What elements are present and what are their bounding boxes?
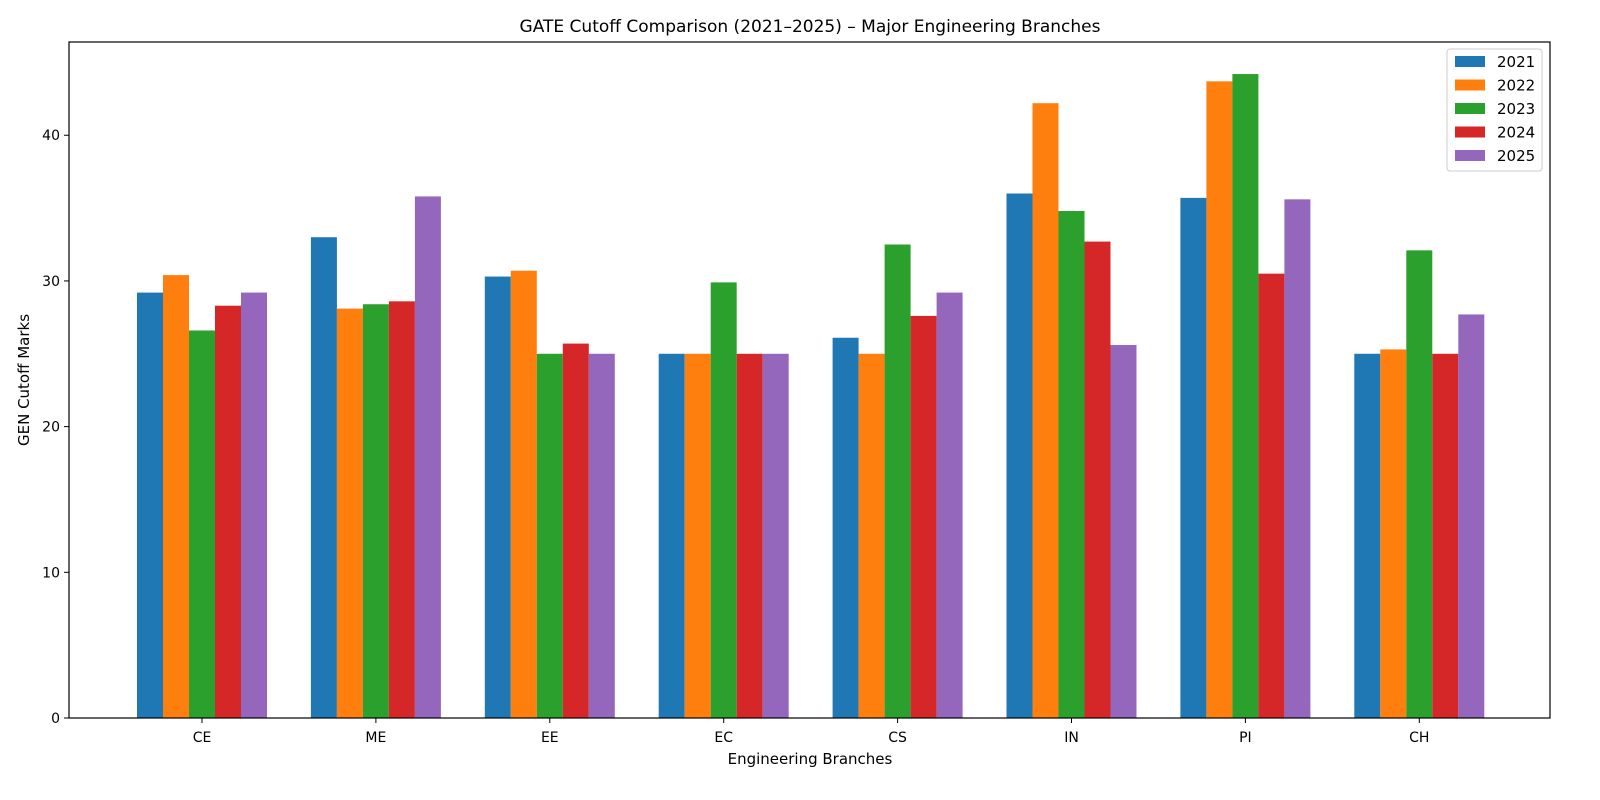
bar-ec-2023 [710, 282, 737, 718]
bar-ee-2023 [536, 353, 563, 718]
legend-swatch-2022 [1455, 79, 1485, 91]
axes-layer: CE ME EE EC CS IN PI CH 0 10 20 30 40 [42, 128, 1429, 746]
y-tick-label-40: 40 [42, 128, 60, 144]
bar-ec-2021 [658, 353, 685, 718]
bar-ec-2024 [736, 353, 763, 718]
bar-me-2023 [362, 304, 389, 718]
bar-ce-2021 [137, 292, 163, 718]
x-tick-label-ch: CH [1409, 730, 1429, 746]
bar-pi-2024 [1258, 273, 1285, 718]
legend-swatch-2025 [1455, 150, 1485, 161]
bar-ce-2025 [241, 292, 267, 718]
bar-ce-2024 [215, 305, 241, 718]
chart-title: GATE Cutoff Comparison (2021–2025) – Maj… [520, 17, 1101, 37]
bar-ch-2025 [1458, 314, 1485, 718]
bar-pi-2022 [1206, 81, 1233, 719]
bar-ee-2025 [588, 353, 615, 718]
bar-pi-2023 [1232, 74, 1259, 719]
x-tick-label-ee: EE [541, 730, 559, 746]
x-tick-label-ce: CE [193, 730, 212, 746]
bar-cs-2021 [832, 337, 859, 718]
bar-in-2025 [1110, 345, 1137, 718]
plot-area-frame [68, 41, 1551, 719]
bar-ch-2021 [1354, 353, 1381, 718]
bar-cs-2024 [910, 315, 937, 718]
bar-ec-2025 [762, 353, 789, 718]
y-tick-label-30: 30 [42, 274, 60, 290]
bar-me-2021 [310, 237, 337, 718]
bar-pi-2021 [1180, 197, 1207, 718]
bar-in-2023 [1058, 211, 1085, 718]
x-tick-label-in: IN [1064, 730, 1079, 746]
bars-layer [137, 74, 1485, 719]
bar-ee-2022 [510, 270, 537, 718]
bar-ce-2022 [163, 275, 189, 718]
y-tick-label-0: 0 [51, 711, 60, 727]
bar-in-2024 [1084, 241, 1111, 718]
x-tick-label-me: ME [365, 730, 386, 746]
y-tick-label-20: 20 [42, 420, 60, 436]
bar-cs-2025 [936, 292, 963, 718]
legend-label-2025: 2025 [1497, 147, 1535, 165]
bar-ce-2023 [189, 330, 215, 718]
x-tick-label-ec: EC [714, 730, 733, 746]
y-tick-label-10: 10 [42, 565, 60, 581]
x-tick-label-pi: PI [1239, 730, 1252, 746]
bar-me-2022 [336, 308, 363, 718]
bar-me-2025 [414, 196, 441, 718]
x-axis-label: Engineering Branches [728, 750, 893, 768]
bar-ch-2024 [1432, 353, 1459, 718]
bar-ee-2024 [562, 343, 589, 718]
y-axis-label: GEN Cutoff Marks [15, 314, 33, 446]
bar-in-2022 [1032, 103, 1059, 718]
legend: 2021 2022 2023 2024 2025 [1446, 48, 1543, 172]
bar-me-2024 [388, 301, 415, 718]
bar-cs-2022 [858, 353, 885, 718]
x-tick-label-cs: CS [888, 730, 907, 746]
legend-swatch-2021 [1455, 56, 1485, 67]
bar-in-2021 [1006, 193, 1033, 718]
legend-swatch-2024 [1455, 126, 1485, 138]
legend-label-2023: 2023 [1497, 100, 1535, 118]
bar-ch-2023 [1406, 250, 1433, 718]
legend-label-2021: 2021 [1497, 53, 1535, 71]
bar-cs-2023 [884, 244, 911, 718]
bar-ec-2022 [684, 353, 711, 718]
bar-ee-2021 [484, 276, 511, 718]
legend-label-2022: 2022 [1497, 77, 1535, 95]
legend-swatch-2023 [1455, 103, 1485, 114]
bar-ch-2022 [1380, 349, 1407, 718]
legend-label-2024: 2024 [1497, 124, 1535, 142]
bar-pi-2025 [1284, 199, 1311, 719]
